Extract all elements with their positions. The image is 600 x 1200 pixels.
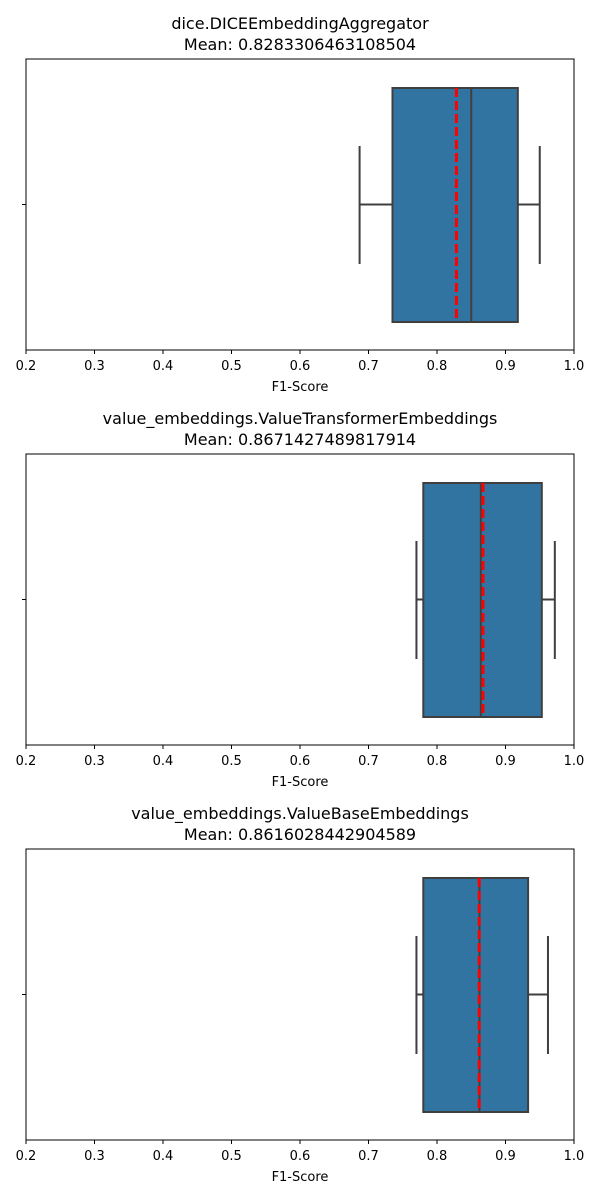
x-axis-label: F1-Score bbox=[272, 380, 329, 395]
x-tick-label: 1.0 bbox=[564, 754, 585, 769]
x-tick-label: 0.8 bbox=[427, 359, 448, 374]
chart-subtitle: Mean: 0.8616028442904589 bbox=[184, 825, 416, 844]
x-tick-label: 0.6 bbox=[290, 1149, 311, 1164]
x-axis-label: F1-Score bbox=[272, 1170, 329, 1185]
x-tick-label: 0.4 bbox=[153, 1149, 174, 1164]
x-tick-label: 0.4 bbox=[153, 359, 174, 374]
x-tick-label: 0.7 bbox=[358, 1149, 379, 1164]
x-tick-label: 0.3 bbox=[84, 754, 105, 769]
x-tick-label: 0.2 bbox=[16, 754, 37, 769]
x-tick-label: 0.5 bbox=[221, 754, 242, 769]
x-tick-label: 0.8 bbox=[427, 1149, 448, 1164]
chart-panel-2: value_embeddings.ValueTransformerEmbeddi… bbox=[16, 409, 585, 790]
x-tick-label: 0.9 bbox=[495, 359, 516, 374]
chart-panel-1: dice.DICEEmbeddingAggregator Mean: 0.8283… bbox=[16, 14, 585, 395]
x-tick-label: 0.3 bbox=[84, 359, 105, 374]
chart-subtitle: Mean: 0.8283306463108504 bbox=[184, 35, 416, 54]
x-tick-label: 1.0 bbox=[564, 1149, 585, 1164]
x-tick-label: 0.6 bbox=[290, 754, 311, 769]
chart-title: dice.DICEEmbeddingAggregator bbox=[171, 14, 429, 33]
x-tick-label: 0.7 bbox=[358, 359, 379, 374]
x-tick-label: 0.8 bbox=[427, 754, 448, 769]
x-tick-label: 0.4 bbox=[153, 754, 174, 769]
x-tick-label: 0.9 bbox=[495, 1149, 516, 1164]
x-tick-label: 0.2 bbox=[16, 1149, 37, 1164]
x-tick-label: 0.9 bbox=[495, 754, 516, 769]
x-tick-label: 0.5 bbox=[221, 359, 242, 374]
chart-title: value_embeddings.ValueBaseEmbeddings bbox=[131, 804, 469, 824]
x-tick-label: 0.6 bbox=[290, 359, 311, 374]
chart-subtitle: Mean: 0.8671427489817914 bbox=[184, 430, 416, 449]
x-axis-label: F1-Score bbox=[272, 775, 329, 790]
x-tick-label: 0.2 bbox=[16, 359, 37, 374]
x-tick-label: 0.3 bbox=[84, 1149, 105, 1164]
iqr-box bbox=[422, 877, 530, 1113]
x-tick-label: 1.0 bbox=[564, 359, 585, 374]
x-tick-label: 0.5 bbox=[221, 1149, 242, 1164]
x-tick-label: 0.7 bbox=[358, 754, 379, 769]
chart-panel-3: value_embeddings.ValueBaseEmbeddingsMean… bbox=[16, 804, 585, 1185]
chart-title: value_embeddings.ValueTransformerEmbeddi… bbox=[103, 409, 498, 429]
